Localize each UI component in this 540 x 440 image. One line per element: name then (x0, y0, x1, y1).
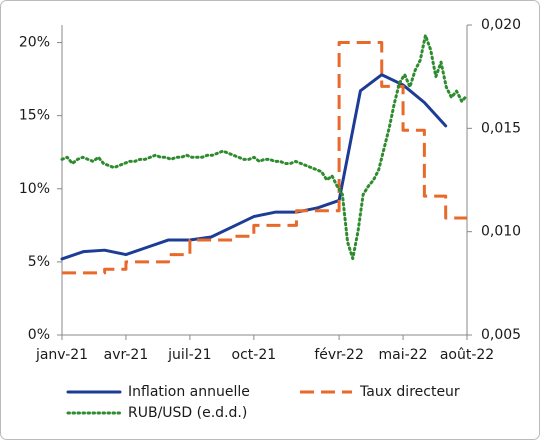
x-tick-label: févr-22 (314, 347, 364, 363)
x-tick-label: mai-22 (379, 347, 428, 363)
y-tick-label: 5% (28, 254, 50, 270)
legend-label: RUB/USD (e.d.d.) (128, 405, 247, 421)
series-line (60, 33, 469, 261)
y2-tick-label: 0,005 (481, 327, 521, 343)
legend-label: Taux directeur (359, 384, 460, 400)
y-tick-label: 0% (28, 327, 50, 343)
y2-tick-label: 0,015 (481, 120, 521, 136)
y-tick-label: 15% (19, 108, 50, 124)
x-tick-label: juil-21 (167, 347, 211, 363)
x-tick-label: avr-21 (104, 347, 149, 363)
legend-label: Inflation annuelle (128, 384, 250, 400)
y-tick-label: 10% (19, 181, 50, 197)
x-tick-label: août-22 (440, 347, 494, 363)
x-tick-label: oct-21 (232, 347, 277, 363)
series-line (60, 73, 448, 261)
y2-tick-label: 0,020 (481, 17, 521, 33)
x-tick-label: janv-21 (35, 347, 88, 363)
y-tick-label: 20% (19, 35, 50, 51)
series-line (62, 41, 467, 275)
y2-tick-label: 0,010 (481, 224, 521, 240)
